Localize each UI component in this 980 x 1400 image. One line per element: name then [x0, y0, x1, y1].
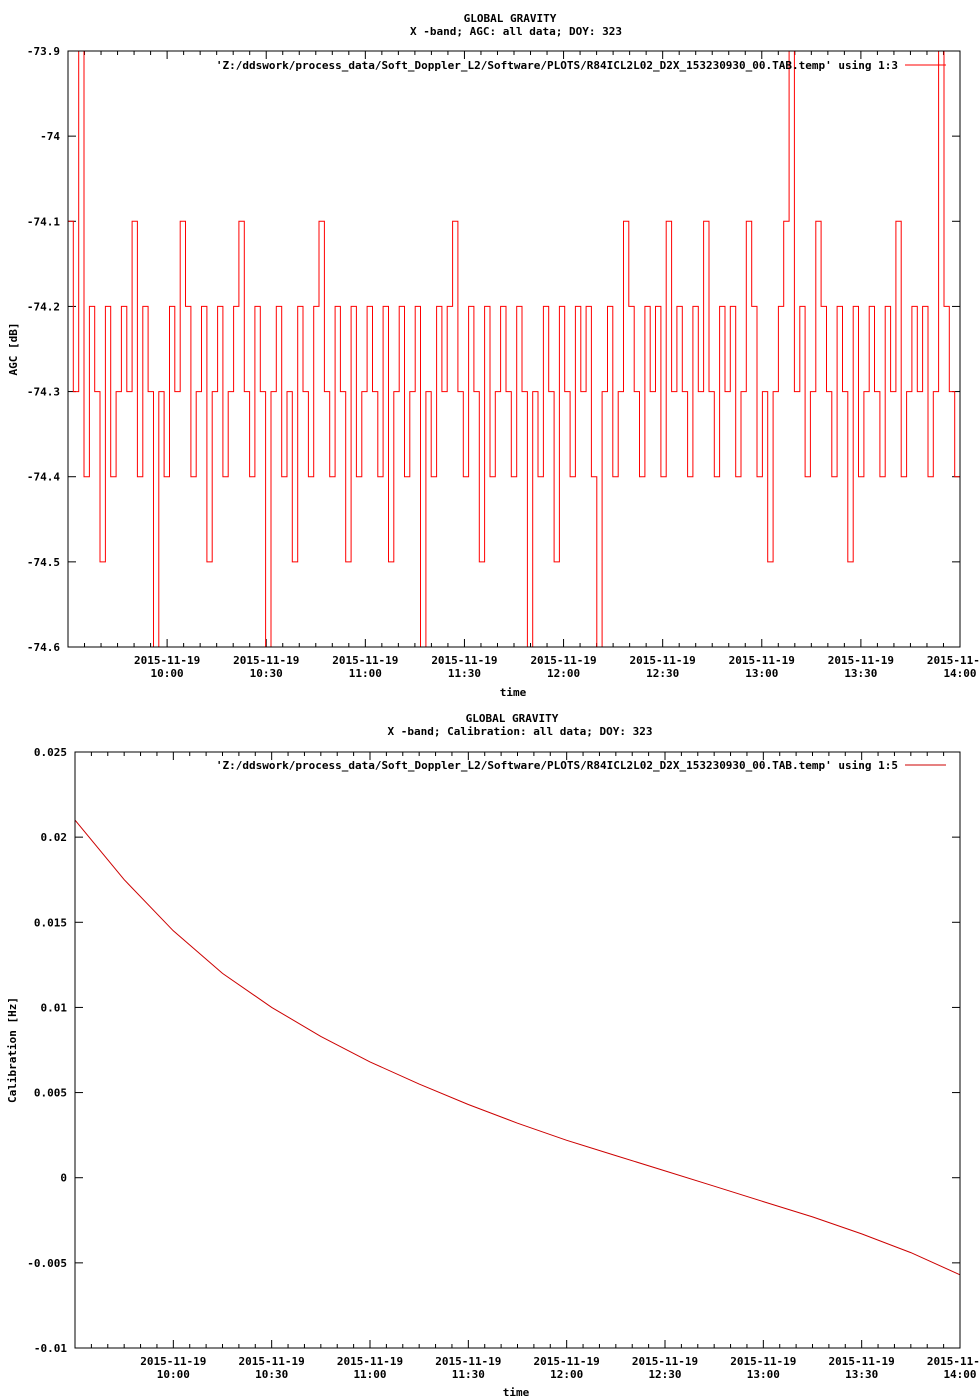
- plot-frame: [67, 50, 961, 648]
- x-axis-label: time: [503, 1386, 530, 1399]
- legend-label: 'Z:/ddswork/process_data/Soft_Doppler_L2…: [216, 59, 898, 72]
- legend: 'Z:/ddswork/process_data/Soft_Doppler_L2…: [216, 59, 946, 72]
- legend-label: 'Z:/ddswork/process_data/Soft_Doppler_L2…: [216, 759, 898, 772]
- y-tick-label: 0: [60, 1172, 67, 1185]
- x-tick-time-label: 10:30: [255, 1368, 288, 1381]
- y-ticks: 0.025 0.02 0.015 0.01 0.005 0 -0.005 -0.01: [27, 746, 960, 1355]
- plot-frame: [74, 751, 961, 1349]
- x-tick-date-label: 2015-11-19: [630, 654, 696, 667]
- y-tick-label: -74.1: [27, 215, 60, 228]
- y-tick-label: -74: [40, 130, 60, 143]
- y-tick-label: -74.6: [27, 641, 60, 654]
- x-tick-time-label: 13:30: [844, 667, 877, 680]
- y-tick-label: -74.4: [27, 471, 60, 484]
- y-tick-label: -73.9: [27, 45, 60, 58]
- x-tick-time-label: 11:30: [452, 1368, 485, 1381]
- y-tick-label: 0.01: [41, 1001, 68, 1014]
- x-tick-date-label: 2015-11-19: [337, 1355, 403, 1368]
- x-tick-date-label: 2015-11-19: [927, 1355, 980, 1368]
- y-tick-label: -0.005: [27, 1257, 67, 1270]
- y-tick-label: 0.015: [34, 916, 67, 929]
- x-ticks: 2015-11-1910:002015-11-1910:302015-11-19…: [84, 51, 980, 680]
- x-tick-time-label: 10:00: [157, 1368, 190, 1381]
- x-tick-date-label: 2015-11-19: [632, 1355, 698, 1368]
- series-line: [68, 50, 961, 648]
- x-tick-time-label: 13:00: [747, 1368, 780, 1381]
- y-tick-label: -0.01: [34, 1342, 67, 1355]
- agc-chart: GLOBAL GRAVITY X -band; AGC: all data; D…: [7, 12, 980, 699]
- x-tick-date-label: 2015-11-19: [431, 654, 497, 667]
- x-tick-time-label: 12:00: [547, 667, 580, 680]
- x-tick-time-label: 12:00: [550, 1368, 583, 1381]
- x-tick-time-label: 12:30: [648, 1368, 681, 1381]
- y-tick-label: -74.3: [27, 386, 60, 399]
- chart-subtitle: X -band; Calibration: all data; DOY: 323: [388, 725, 653, 738]
- x-tick-date-label: 2015-11-19: [435, 1355, 501, 1368]
- x-tick-time-label: 11:00: [353, 1368, 386, 1381]
- x-tick-time-label: 11:00: [349, 667, 382, 680]
- x-tick-date-label: 2015-11-19: [332, 654, 398, 667]
- x-tick-date-label: 2015-11-19: [729, 654, 795, 667]
- y-tick-label: 0.02: [41, 831, 68, 844]
- x-tick-time-label: 11:30: [448, 667, 481, 680]
- x-tick-date-label: 2015-11-19: [730, 1355, 796, 1368]
- x-tick-time-label: 13:30: [845, 1368, 878, 1381]
- x-tick-date-label: 2015-11-19: [927, 654, 980, 667]
- series-layer: [74, 819, 961, 1276]
- y-ticks: -73.9 -74 -74.1 -74.2 -74.3 -74.4 -74.5 -74.6: [27, 45, 960, 654]
- legend: 'Z:/ddswork/process_data/Soft_Doppler_L2…: [216, 759, 946, 772]
- x-tick-time-label: 10:00: [151, 667, 184, 680]
- calibration-chart: GLOBAL GRAVITY X -band; Calibration: all…: [6, 712, 980, 1399]
- series-line: [74, 819, 961, 1276]
- x-tick-date-label: 2015-11-19: [534, 1355, 600, 1368]
- chart-title: GLOBAL GRAVITY: [466, 712, 559, 725]
- x-tick-time-label: 14:00: [943, 1368, 976, 1381]
- x-axis-label: time: [500, 686, 527, 699]
- y-tick-label: 0.025: [34, 746, 67, 759]
- x-tick-time-label: 14:00: [943, 667, 976, 680]
- chart-subtitle: X -band; AGC: all data; DOY: 323: [410, 25, 622, 38]
- x-tick-date-label: 2015-11-19: [530, 654, 596, 667]
- series-layer: [68, 50, 961, 648]
- y-tick-label: -74.5: [27, 556, 60, 569]
- x-tick-date-label: 2015-11-19: [829, 1355, 895, 1368]
- x-tick-date-label: 2015-11-19: [140, 1355, 206, 1368]
- x-tick-date-label: 2015-11-19: [239, 1355, 305, 1368]
- y-axis-label: AGC [dB]: [7, 323, 20, 376]
- x-tick-date-label: 2015-11-19: [134, 654, 200, 667]
- y-axis-label: Calibration [Hz]: [6, 997, 19, 1103]
- x-tick-time-label: 12:30: [646, 667, 679, 680]
- x-tick-date-label: 2015-11-19: [233, 654, 299, 667]
- y-tick-label: -74.2: [27, 300, 60, 313]
- x-tick-time-label: 10:30: [250, 667, 283, 680]
- chart-title: GLOBAL GRAVITY: [464, 12, 557, 25]
- x-tick-time-label: 13:00: [745, 667, 778, 680]
- y-tick-label: 0.005: [34, 1087, 67, 1100]
- x-ticks: 2015-11-1910:002015-11-1910:302015-11-19…: [90, 752, 980, 1381]
- x-tick-date-label: 2015-11-19: [828, 654, 894, 667]
